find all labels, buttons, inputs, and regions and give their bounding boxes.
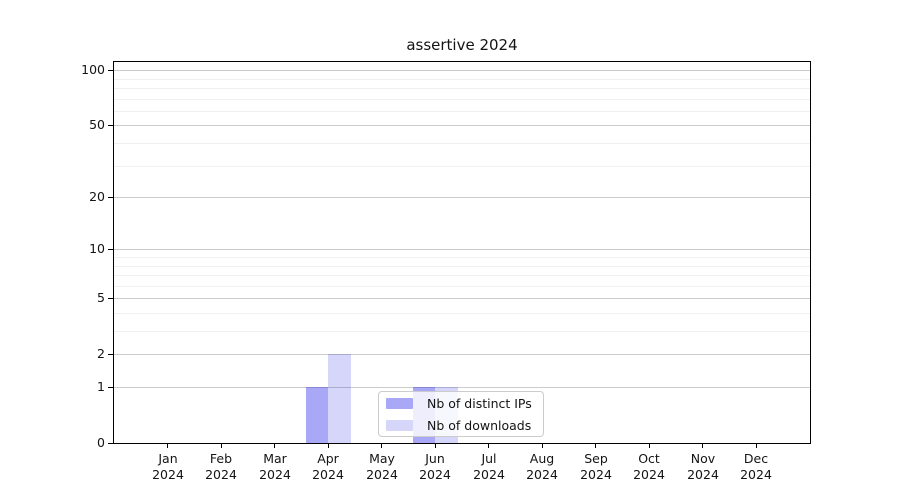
x-tick [542,444,543,448]
gridline-minor [114,312,810,314]
gridline-minor [114,110,810,112]
x-tick-label: Jul 2024 [473,451,505,482]
y-tick [108,249,113,250]
x-tick-label: Aug 2024 [526,451,558,482]
y-tick [108,387,113,388]
legend-label-downloads: Nb of downloads [427,417,532,433]
x-tick [328,444,329,448]
y-tick-label: 20 [89,189,105,204]
x-tick-label: Dec 2024 [740,451,772,482]
x-tick [595,444,596,448]
gridline-major [114,248,810,250]
y-tick-label: 100 [81,62,105,77]
x-tick-label: Apr 2024 [312,451,344,482]
y-tick [108,298,113,299]
gridline-minor [114,265,810,267]
gridline-minor [114,165,810,167]
gridline-minor [114,98,810,100]
bar-distinct-ips-apr [305,387,329,443]
gridline-minor [114,330,810,332]
chart-title: assertive 2024 [406,36,518,54]
x-tick [274,444,275,448]
y-tick [108,443,113,444]
gridline-major [114,196,810,198]
x-tick [756,444,757,448]
y-tick-label: 10 [89,241,105,256]
plot-area [113,61,811,444]
gridline-major [114,69,810,71]
x-tick-label: Sep 2024 [580,451,612,482]
x-tick-label: Oct 2024 [633,451,665,482]
legend-item-downloads: Nb of downloads [386,416,543,435]
y-tick-label: 0 [97,435,105,450]
y-tick-label: 2 [97,346,105,361]
legend: Nb of distinct IPs Nb of downloads [378,391,544,437]
x-tick [649,444,650,448]
gridline-major [114,386,810,388]
gridline-major [114,353,810,355]
x-tick-label: Feb 2024 [205,451,237,482]
y-tick [108,354,113,355]
x-tick [488,444,489,448]
y-tick [108,197,113,198]
legend-item-distinct-ips: Nb of distinct IPs [386,394,543,413]
gridline-minor [114,142,810,144]
bar-downloads-apr [328,354,351,443]
gridline-minor [114,87,810,89]
gridline-minor [114,285,810,287]
x-tick [435,444,436,448]
legend-label-distinct-ips: Nb of distinct IPs [427,395,532,411]
x-tick-label: Mar 2024 [259,451,291,482]
x-tick-label: Jun 2024 [419,451,451,482]
x-tick [167,444,168,448]
gridline-minor [114,274,810,276]
gridline-minor [114,78,810,80]
gridline-minor [114,256,810,258]
y-tick [108,70,113,71]
x-tick-label: May 2024 [366,451,398,482]
y-tick-label: 1 [97,379,105,394]
legend-swatch-distinct-ips-icon [386,397,413,409]
x-tick-label: Jan 2024 [152,451,184,482]
gridline-major [114,297,810,299]
legend-swatch-downloads-icon [386,419,413,431]
x-tick [702,444,703,448]
x-tick [381,444,382,448]
x-tick-label: Nov 2024 [687,451,719,482]
gridline-major [114,124,810,126]
x-tick [221,444,222,448]
y-tick-label: 50 [89,117,105,132]
y-tick [108,125,113,126]
y-tick-label: 5 [97,290,105,305]
